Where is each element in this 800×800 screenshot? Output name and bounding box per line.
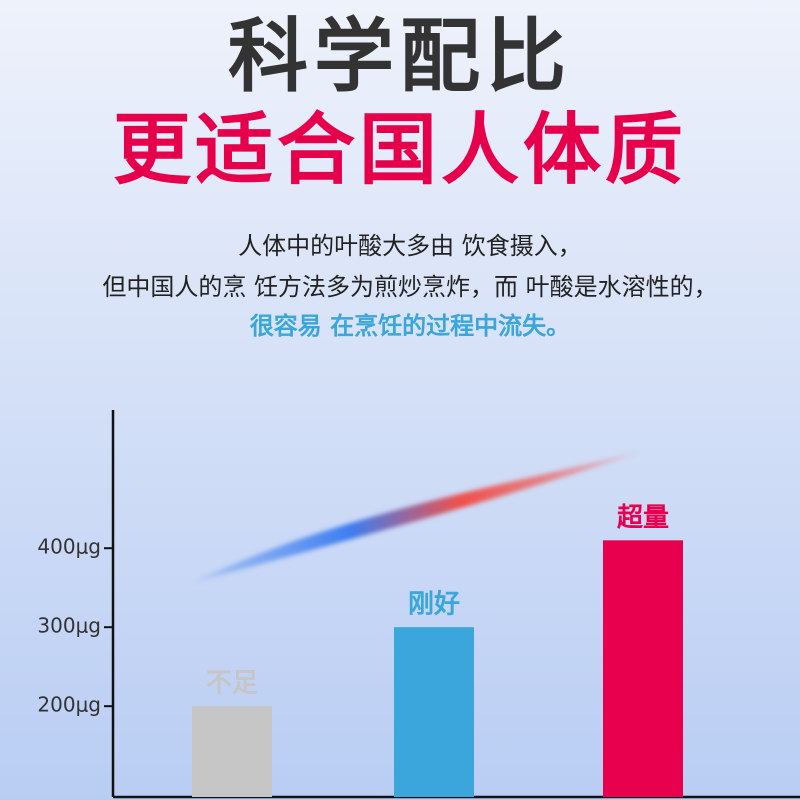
bar xyxy=(192,706,272,797)
y-tick-label: 300μg xyxy=(37,614,101,638)
y-tick-label: 200μg xyxy=(37,693,101,717)
description-line: 人体中的叶酸大多由 饮食摄入， xyxy=(238,232,582,260)
bar-label: 超量 xyxy=(617,503,669,533)
bar xyxy=(394,627,474,797)
description-line: 很容易 在烹饪的过程中流失。 xyxy=(250,312,570,340)
subtitle: 更适合国人体质 xyxy=(113,105,687,195)
bar xyxy=(603,540,683,797)
description-line: 但中国人的烹 饪方法多为煎炒烹炸，而 叶酸是水溶性的， xyxy=(102,273,717,301)
trend-streak xyxy=(195,452,640,582)
bar-label: 刚好 xyxy=(408,590,460,620)
title: 科学配比 xyxy=(228,10,572,103)
bar-label: 不足 xyxy=(206,669,258,699)
y-tick-label: 400μg xyxy=(37,535,101,559)
